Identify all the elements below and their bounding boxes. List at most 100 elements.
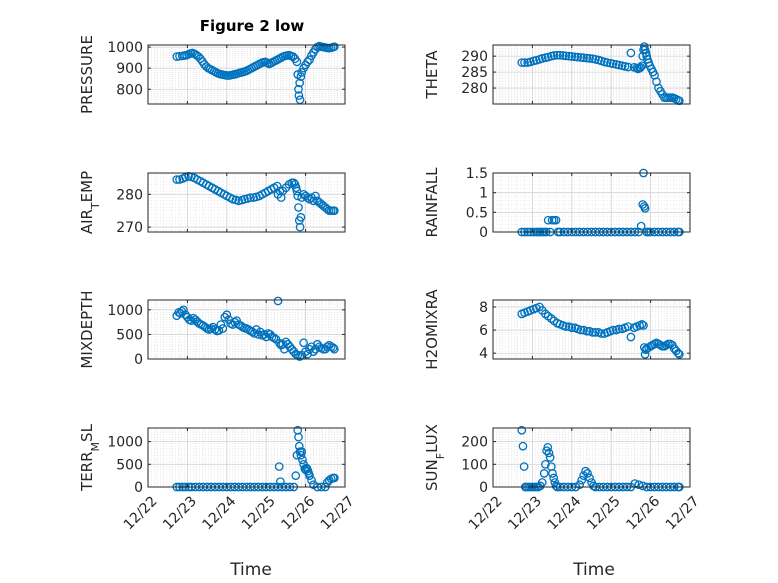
y-tick-label: 8 bbox=[479, 300, 488, 316]
data-point bbox=[635, 63, 644, 73]
data-point bbox=[294, 84, 303, 94]
data-point bbox=[276, 477, 285, 486]
data-point bbox=[186, 316, 196, 325]
data-point bbox=[246, 193, 255, 202]
data-point bbox=[545, 453, 555, 462]
data-point bbox=[330, 344, 339, 354]
data-point bbox=[297, 447, 307, 456]
data-point bbox=[632, 63, 642, 73]
y-axis-label: TERRMSL bbox=[78, 423, 102, 492]
data-point bbox=[537, 478, 547, 487]
data-point bbox=[576, 325, 586, 335]
axes-box bbox=[492, 172, 691, 233]
y-tick-label: 0 bbox=[134, 352, 143, 368]
data-point bbox=[561, 322, 571, 331]
data-point bbox=[269, 333, 279, 343]
data-point bbox=[330, 42, 339, 52]
data-point bbox=[330, 473, 339, 483]
y-tick-label: 1000 bbox=[107, 303, 143, 319]
data-point bbox=[673, 348, 683, 358]
plot-area bbox=[493, 428, 690, 487]
axes-box bbox=[147, 427, 346, 488]
data-point bbox=[582, 326, 592, 336]
data-point bbox=[579, 53, 588, 63]
axes-box bbox=[492, 44, 691, 105]
panel-airtemp: 270 280 AIRTEMP bbox=[78, 171, 346, 236]
data-point bbox=[309, 347, 318, 356]
data-point bbox=[640, 350, 650, 359]
data-point bbox=[581, 466, 590, 476]
data-point bbox=[650, 339, 659, 349]
y-tick-label: 280 bbox=[461, 81, 488, 97]
data-point bbox=[273, 296, 283, 306]
data-point bbox=[543, 442, 553, 452]
data-point bbox=[299, 338, 308, 348]
y-tick-label: 1000 bbox=[107, 40, 143, 56]
y-tick-label: 285 bbox=[461, 65, 488, 81]
y-tick-label: 290 bbox=[461, 49, 488, 65]
data-point bbox=[517, 58, 527, 67]
data-point bbox=[558, 51, 568, 60]
y-tick-label: 200 bbox=[461, 435, 488, 451]
y-tick-label: 500 bbox=[116, 457, 143, 473]
data-point bbox=[179, 305, 188, 315]
axes-box bbox=[492, 299, 691, 360]
y-axis-label: RAINFALL bbox=[423, 167, 441, 238]
data-point bbox=[234, 196, 243, 206]
data-point bbox=[608, 325, 618, 335]
data-point bbox=[583, 469, 592, 478]
data-point bbox=[172, 175, 182, 184]
data-point bbox=[623, 322, 633, 331]
data-point bbox=[552, 50, 562, 60]
data-point bbox=[602, 58, 612, 67]
data-point bbox=[546, 314, 556, 323]
data-point bbox=[570, 52, 580, 62]
data-point bbox=[576, 53, 586, 62]
data-point bbox=[517, 425, 527, 435]
data-point bbox=[626, 332, 636, 342]
data-point bbox=[274, 462, 284, 471]
data-point bbox=[573, 52, 583, 62]
data-point bbox=[636, 62, 646, 72]
data-point bbox=[295, 95, 305, 105]
data-point bbox=[296, 450, 306, 460]
y-axis-label: PRESSURE bbox=[78, 35, 96, 114]
data-point bbox=[541, 459, 550, 469]
figure-title: Figure 2 low bbox=[200, 17, 305, 35]
data-point bbox=[292, 57, 302, 67]
data-point bbox=[637, 319, 647, 329]
y-tick-label: 6 bbox=[479, 323, 488, 339]
data-point bbox=[564, 51, 574, 61]
panel-h2omixra: 4 6 8 H2OMIXRA bbox=[423, 289, 691, 370]
plot-area bbox=[148, 428, 345, 487]
plot-area bbox=[493, 173, 690, 232]
data-point bbox=[548, 469, 557, 478]
data-point bbox=[297, 68, 307, 77]
axes-box bbox=[492, 427, 691, 488]
data-point bbox=[295, 222, 305, 232]
y-axis-label: SUNFLUX bbox=[423, 424, 447, 491]
data-point bbox=[296, 212, 306, 222]
data-point bbox=[294, 203, 303, 212]
data-point bbox=[591, 55, 600, 64]
y-tick-label: 800 bbox=[116, 82, 143, 98]
data-point bbox=[614, 60, 624, 70]
data-point bbox=[596, 329, 606, 338]
data-point bbox=[544, 448, 554, 458]
data-point bbox=[289, 178, 299, 188]
data-point bbox=[291, 471, 301, 481]
data-point bbox=[296, 72, 306, 81]
data-point bbox=[295, 78, 305, 88]
x-axis-label-right: Time bbox=[572, 560, 615, 580]
data-point bbox=[294, 91, 304, 100]
data-point bbox=[309, 196, 318, 206]
data-point bbox=[582, 53, 592, 63]
y-axis-label: H2OMIXRA bbox=[423, 289, 441, 370]
y-tick-label: 0.5 bbox=[466, 205, 488, 221]
data-point bbox=[328, 343, 338, 353]
data-point bbox=[608, 59, 618, 69]
data-point bbox=[620, 62, 630, 71]
data-point bbox=[272, 181, 282, 191]
panel-rainfall: 0 0.5 1 1.5 RAINFALL bbox=[423, 166, 691, 241]
